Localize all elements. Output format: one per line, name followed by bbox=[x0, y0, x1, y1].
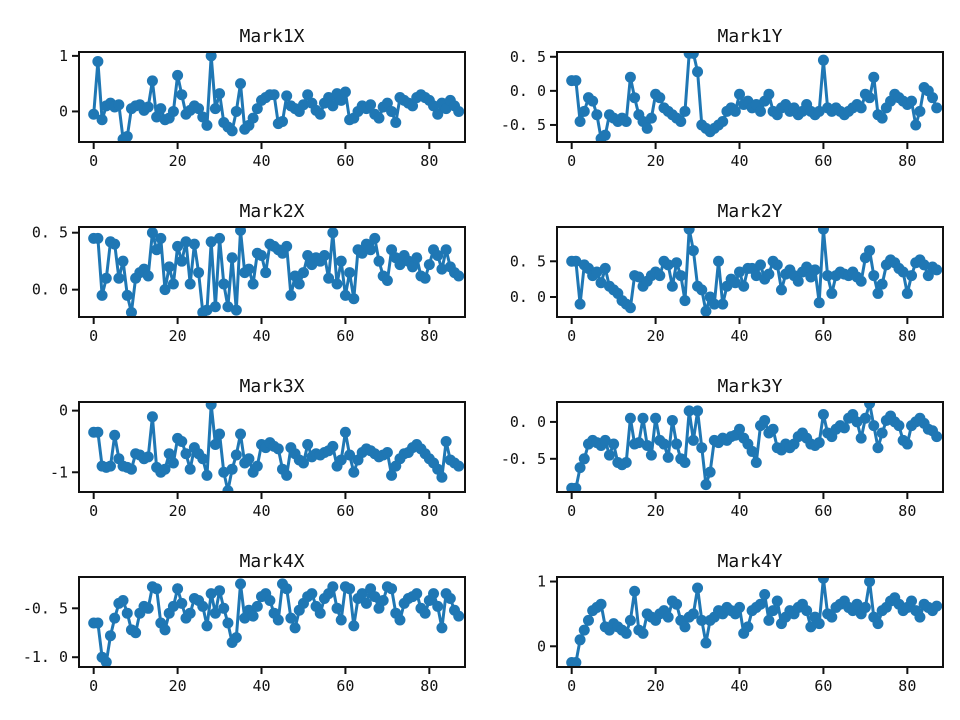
y-tick-label: 0 bbox=[59, 102, 68, 120]
subplot-title: Mark1X bbox=[239, 26, 304, 47]
x-tick-label: 40 bbox=[730, 677, 748, 695]
y-tick-label: -0. 5 bbox=[23, 599, 68, 617]
x-tick-label: 40 bbox=[252, 327, 270, 345]
x-tick-label: 0 bbox=[567, 502, 576, 520]
data-series bbox=[566, 227, 943, 317]
data-series bbox=[88, 52, 465, 142]
subplot-title: Mark3X bbox=[239, 376, 304, 397]
subplot-title: Mark4Y bbox=[717, 551, 782, 572]
subplot-title: Mark2Y bbox=[717, 201, 782, 222]
x-tick-label: 40 bbox=[730, 327, 748, 345]
x-tick-label: 40 bbox=[252, 502, 270, 520]
y-tick-label: -0. 5 bbox=[501, 450, 546, 468]
data-series bbox=[566, 52, 943, 142]
x-tick-label: 40 bbox=[730, 152, 748, 170]
y-tick-label: 1 bbox=[537, 573, 546, 591]
x-tick-label: 60 bbox=[336, 327, 354, 345]
x-tick-label: 20 bbox=[169, 327, 187, 345]
y-tick-label: -1 bbox=[50, 463, 68, 481]
x-tick-label: 80 bbox=[420, 152, 438, 170]
subplot-mark2x-plot: Mark2X 0. 0 0. 5 0 20 40 60 80 bbox=[32, 201, 466, 345]
y-tick-label: -1. 0 bbox=[23, 648, 68, 666]
data-series bbox=[566, 402, 943, 492]
y-tick-label: 0. 5 bbox=[510, 48, 546, 66]
x-tick-label: 20 bbox=[169, 502, 187, 520]
x-tick-label: 0 bbox=[89, 152, 98, 170]
x-tick-label: 80 bbox=[420, 327, 438, 345]
subplot-mark2y-plot: Mark2Y 0. 0 0. 5 0 20 40 60 80 bbox=[510, 201, 944, 345]
x-tick-label: 0 bbox=[89, 502, 98, 520]
x-tick-label: 20 bbox=[647, 677, 665, 695]
x-tick-label: 80 bbox=[898, 327, 916, 345]
x-tick-label: 0 bbox=[89, 327, 98, 345]
x-tick-label: 60 bbox=[336, 677, 354, 695]
y-tick-label: 0. 0 bbox=[510, 413, 546, 431]
x-tick-label: 80 bbox=[420, 677, 438, 695]
x-tick-label: 0 bbox=[89, 677, 98, 695]
subplot-mark1y-plot: Mark1Y -0. 5 0. 0 0. 5 0 20 40 60 80 bbox=[501, 26, 944, 170]
subplot-mark3x: Mark3X -1 0 0 20 40 60 80 bbox=[0, 360, 480, 540]
data-series bbox=[88, 402, 465, 492]
data-series bbox=[88, 578, 465, 667]
subplot-mark4x: Mark4X -1. 0 -0. 5 0 20 40 60 80 bbox=[0, 540, 480, 720]
subplot-title: Mark3Y bbox=[717, 376, 782, 397]
x-tick-label: 0 bbox=[567, 677, 576, 695]
y-tick-label: 0 bbox=[537, 637, 546, 655]
x-tick-label: 0 bbox=[567, 327, 576, 345]
subplot-mark4y-plot: Mark4Y 010 20 40 60 80 bbox=[537, 551, 944, 695]
y-tick-label: 0. 0 bbox=[510, 288, 546, 306]
x-tick-label: 20 bbox=[169, 152, 187, 170]
subplot-mark1x: Mark1X 0 1 0 20 40 60 80 bbox=[0, 0, 480, 180]
subplot-title: Mark1Y bbox=[717, 26, 782, 47]
y-tick-label: 0. 0 bbox=[510, 82, 546, 100]
subplot-mark1y: Mark1Y -0. 5 0. 0 0. 5 0 20 40 60 80 bbox=[480, 0, 960, 180]
y-tick-label: 1 bbox=[59, 47, 68, 65]
subplot-mark2x: Mark2X 0. 0 0. 5 0 20 40 60 80 bbox=[0, 180, 480, 360]
subplot-mark3y-plot: Mark3Y -0. 5 0. 0 0 20 40 60 80 bbox=[501, 376, 944, 520]
x-tick-label: 0 bbox=[567, 152, 576, 170]
x-tick-label: 80 bbox=[898, 677, 916, 695]
subplot-mark2y: Mark2Y 0. 0 0. 5 0 20 40 60 80 bbox=[480, 180, 960, 360]
y-tick-label: 0 bbox=[59, 402, 68, 420]
x-tick-label: 60 bbox=[336, 502, 354, 520]
x-tick-label: 60 bbox=[814, 677, 832, 695]
data-series bbox=[566, 577, 943, 667]
y-tick-label: -0. 5 bbox=[501, 116, 546, 134]
subplot-mark4y: Mark4Y 0 1 0 20 40 60 80 bbox=[480, 540, 960, 720]
x-tick-label: 60 bbox=[814, 502, 832, 520]
x-tick-label: 40 bbox=[252, 677, 270, 695]
x-tick-label: 80 bbox=[420, 502, 438, 520]
subplot-title: Mark2X bbox=[239, 201, 304, 222]
y-tick-label: 0. 5 bbox=[32, 224, 68, 242]
x-tick-label: 20 bbox=[647, 327, 665, 345]
subplot-mark3x-plot: Mark3X -1 0 0 20 40 60 80 bbox=[50, 376, 466, 520]
x-tick-label: 60 bbox=[336, 152, 354, 170]
x-tick-label: 60 bbox=[814, 327, 832, 345]
x-tick-label: 80 bbox=[898, 152, 916, 170]
y-tick-label: 0. 0 bbox=[32, 281, 68, 299]
x-tick-label: 20 bbox=[169, 677, 187, 695]
x-tick-label: 60 bbox=[814, 152, 832, 170]
subplot-mark1x-plot: Mark1X 010 20 40 60 80 bbox=[59, 26, 466, 170]
x-tick-label: 80 bbox=[898, 502, 916, 520]
subplot-title: Mark4X bbox=[239, 551, 304, 572]
x-tick-label: 40 bbox=[730, 502, 748, 520]
x-tick-label: 40 bbox=[252, 152, 270, 170]
x-tick-label: 20 bbox=[647, 152, 665, 170]
subplot-mark4x-plot: Mark4X -1. 0 -0. 5 0 20 40 60 80 bbox=[23, 551, 466, 695]
y-tick-label: 0. 5 bbox=[510, 252, 546, 270]
subplot-mark3y: Mark3Y -0. 5 0. 0 0 20 40 60 80 bbox=[480, 360, 960, 540]
x-tick-label: 20 bbox=[647, 502, 665, 520]
data-series bbox=[88, 227, 465, 317]
